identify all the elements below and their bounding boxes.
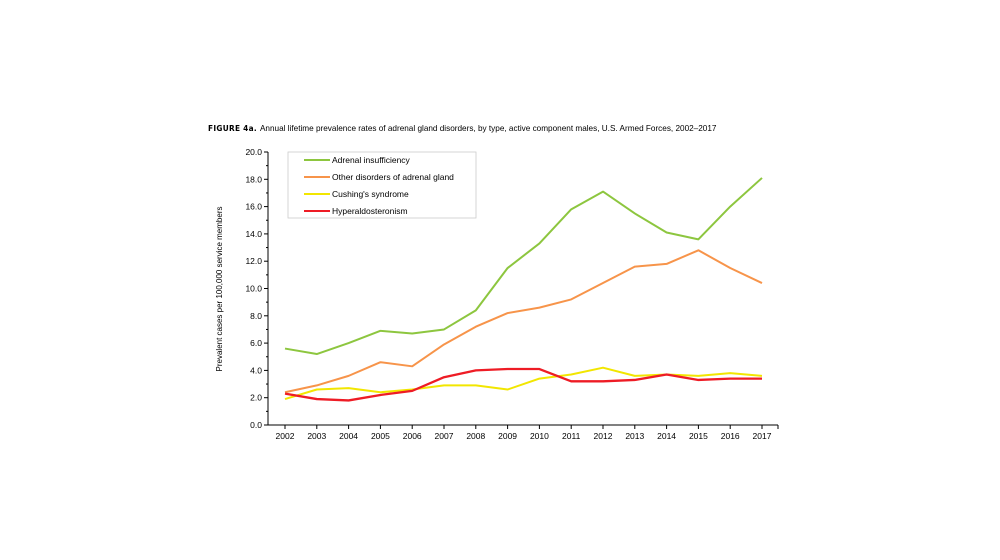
y-tick-label: 0.0 bbox=[250, 420, 262, 430]
x-tick-label: 2006 bbox=[403, 431, 422, 441]
y-tick-label: 10.0 bbox=[245, 284, 262, 294]
y-tick-label: 12.0 bbox=[245, 256, 262, 266]
x-tick-label: 2010 bbox=[530, 431, 549, 441]
series-lines bbox=[284, 177, 763, 402]
chart-title: FIGURE 4a. Annual lifetime prevalence rat… bbox=[208, 123, 716, 133]
y-tick-label: 16.0 bbox=[245, 202, 262, 212]
x-tick-label: 2008 bbox=[466, 431, 485, 441]
series-line-adrenal-insufficiency bbox=[284, 177, 763, 356]
x-tick-label: 2003 bbox=[307, 431, 326, 441]
x-tick-label: 2014 bbox=[657, 431, 676, 441]
legend-label: Hyperaldosteronism bbox=[332, 206, 408, 216]
x-tick-label: 2002 bbox=[276, 431, 295, 441]
y-tick-label: 6.0 bbox=[250, 338, 262, 348]
legend-label: Adrenal insufficiency bbox=[332, 155, 411, 165]
y-tick-label: 14.0 bbox=[245, 229, 262, 239]
x-tick-label: 2015 bbox=[689, 431, 708, 441]
figure-label: FIGURE 4a. bbox=[208, 123, 257, 133]
y-tick-label: 20.0 bbox=[245, 147, 262, 157]
y-tick-label: 2.0 bbox=[250, 393, 262, 403]
x-tick-label: 2004 bbox=[339, 431, 358, 441]
y-axis-label: Prevalent cases per 100,000 service memb… bbox=[215, 207, 224, 372]
chart-title-text: Annual lifetime prevalence rates of adre… bbox=[259, 124, 717, 133]
legend: Adrenal insufficiency Other disorders of … bbox=[287, 151, 477, 219]
x-tick-label: 2012 bbox=[594, 431, 613, 441]
y-tick-label: 4.0 bbox=[250, 365, 262, 375]
series-line-cushing-s-syndrome bbox=[284, 366, 763, 401]
x-tick-label: 2016 bbox=[721, 431, 740, 441]
x-tick-label: 2017 bbox=[753, 431, 772, 441]
x-tick-label: 2007 bbox=[435, 431, 454, 441]
x-tick-label: 2011 bbox=[562, 431, 581, 441]
y-tick-label: 8.0 bbox=[250, 311, 262, 321]
legend-label: Other disorders of adrenal gland bbox=[332, 172, 454, 182]
x-tick-label: 2009 bbox=[498, 431, 517, 441]
legend-label: Cushing's syndrome bbox=[332, 189, 409, 199]
x-tick-label: 2013 bbox=[625, 431, 644, 441]
series-line-other-disorders-of-adrenal-gland bbox=[284, 249, 763, 394]
axes: 0.0 2.0 4.0 6.0 8.0 10.0 12.0 14.0 16.0 18.0 20.0 2… bbox=[245, 147, 779, 441]
y-tick-label: 18.0 bbox=[245, 174, 262, 184]
x-tick-label: 2005 bbox=[371, 431, 390, 441]
legend-box bbox=[287, 151, 477, 219]
series-line-hyperaldosteronism bbox=[284, 367, 762, 402]
